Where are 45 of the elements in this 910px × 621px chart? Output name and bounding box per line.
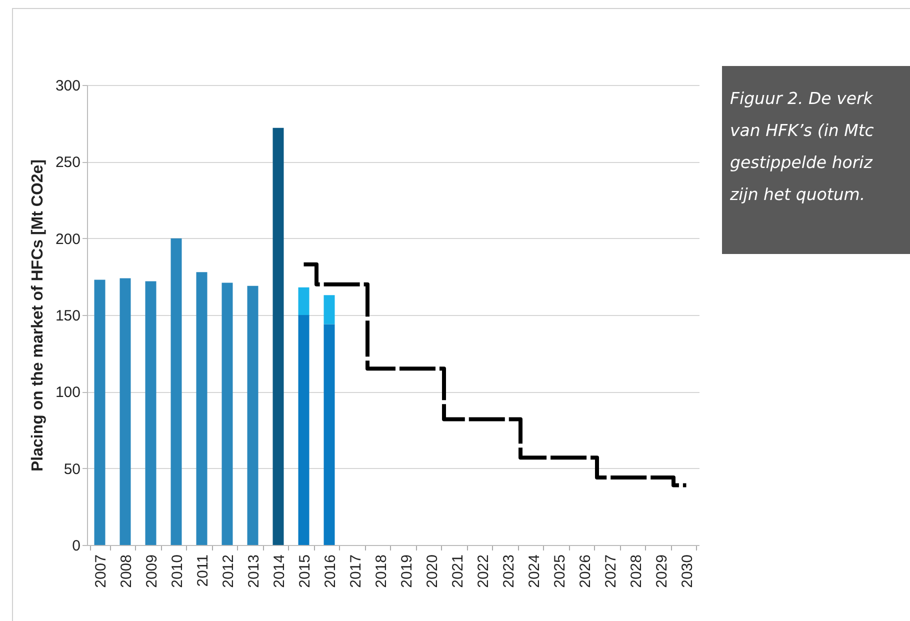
x-tick-label: 2021 (449, 554, 466, 588)
x-tick-label: 2019 (398, 554, 416, 588)
bar (170, 238, 182, 545)
bar (145, 281, 156, 545)
text: Figuur 2. De verk van HFK’s (in Mtc gestippelde horiz zijn het quotum. (722, 66, 910, 254)
y-tick-label: 200 (55, 230, 80, 248)
x-tick-label: 2009 (143, 554, 160, 588)
bar (298, 287, 310, 315)
x-tick-label: 2013 (245, 554, 262, 588)
y-tick-label: 250 (55, 154, 80, 172)
bar (222, 282, 233, 545)
bar (247, 286, 258, 545)
y-tick-label: 300 (55, 78, 80, 94)
x-tick-label: 2008 (118, 554, 135, 588)
bar (94, 280, 106, 545)
bar (324, 295, 335, 324)
x-tick-label: 2020 (424, 554, 441, 588)
x-tick-label: 2017 (347, 554, 364, 588)
x-tick-label: 2022 (474, 554, 492, 588)
y-tick-label: 100 (55, 384, 80, 402)
x-tick-label: 2010 (168, 554, 186, 588)
y-axis-title: Placing on the market of HFCs [Mt CO2e] (29, 159, 46, 472)
x-tick-label: 2024 (526, 554, 543, 588)
bar (324, 324, 335, 545)
x-tick-label: 2027 (602, 554, 620, 588)
y-tick-label: 0 (72, 538, 80, 554)
bar (272, 128, 284, 545)
y-tick-label: 50 (64, 460, 80, 478)
bar (120, 278, 131, 545)
x-tick-label: 2028 (628, 554, 645, 588)
x-tick-label: 2029 (653, 554, 670, 588)
x-tick-label: 2007 (92, 554, 110, 588)
x-tick-label: 2018 (372, 554, 390, 588)
y-tick-label: 150 (55, 308, 80, 324)
x-tick-label: 2025 (551, 554, 568, 588)
bar (298, 315, 310, 545)
x-tick-label: 2023 (500, 554, 518, 588)
x-tick-label: 2015 (296, 554, 314, 588)
x-tick-label: 2026 (576, 554, 594, 588)
x-tick-label: 2030 (678, 554, 696, 588)
x-tick-label: 2012 (220, 554, 237, 588)
bar (196, 272, 208, 545)
x-tick-label: 2011 (194, 554, 212, 587)
x-tick-label: 2014 (270, 554, 288, 588)
x-tick-label: 2016 (322, 554, 339, 588)
